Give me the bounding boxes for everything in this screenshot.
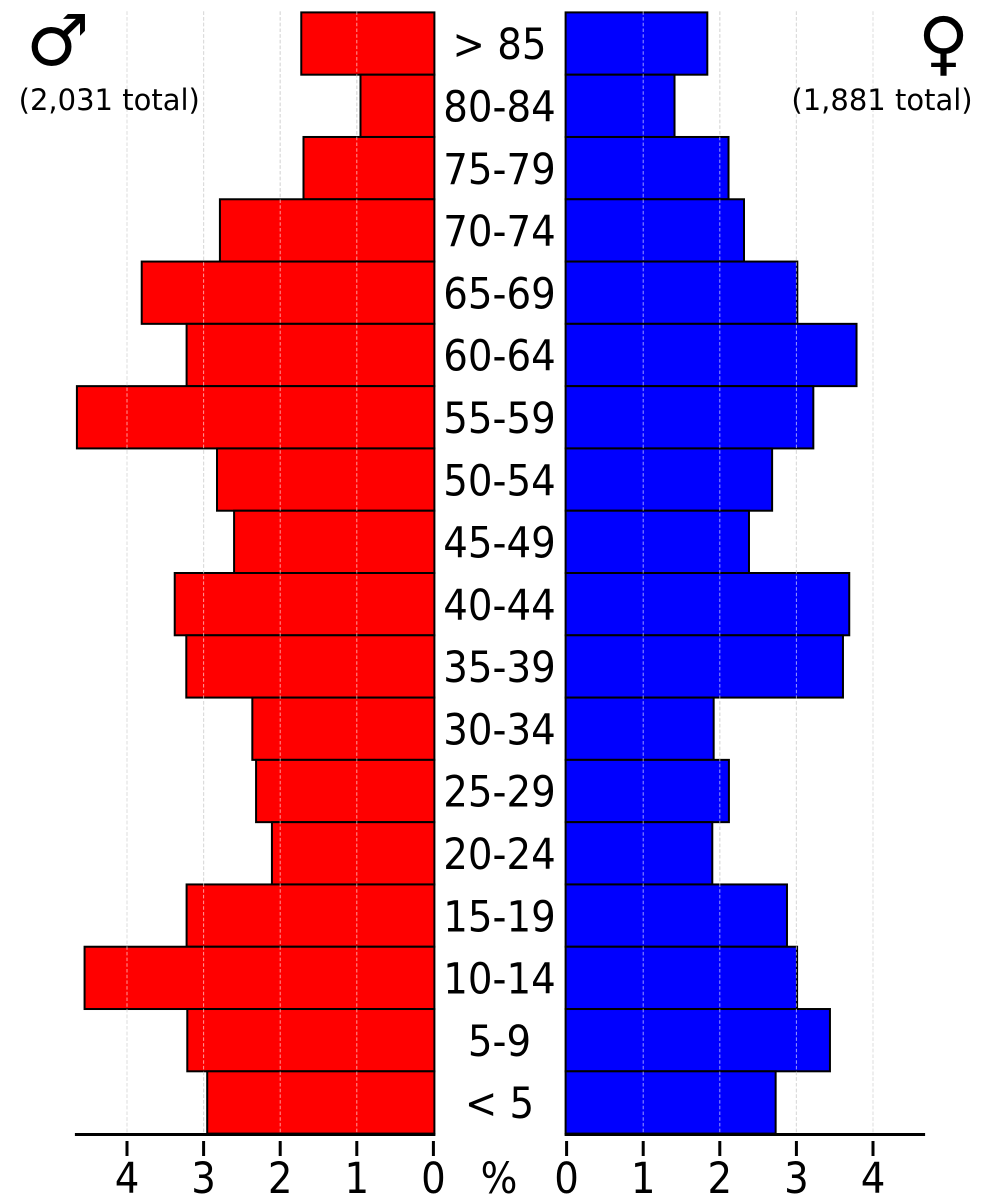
- x-tick-label-left-1: 1: [344, 1154, 369, 1200]
- age-label-50-54: 50-54: [443, 456, 555, 506]
- x-tick-label-left-2: 2: [268, 1154, 293, 1200]
- bars-male: [75, 11, 436, 1135]
- bar-male-75-79: [302, 135, 436, 201]
- bar-female-55-59: [564, 385, 815, 450]
- age-label-80-84: 80-84: [443, 83, 555, 133]
- age-label-35-39: 35-39: [443, 643, 555, 693]
- bar-female-10-14: [564, 945, 799, 1011]
- bar-male-45-49: [233, 509, 436, 575]
- bar-female-5-9: [564, 1008, 831, 1073]
- bar-male-60-64: [185, 322, 436, 388]
- male-total-label: (2,031 total): [18, 82, 200, 117]
- age-label-< 5: < 5: [465, 1079, 534, 1129]
- bar-male-< 5: [206, 1070, 436, 1135]
- age-group-labels: > 85 80-84 75-79 70-74 65-69 60-64 55-59 50-54 4…: [443, 20, 555, 1129]
- age-label-60-64: 60-64: [443, 332, 555, 382]
- x-tick-label-right-0: 0: [554, 1154, 579, 1200]
- bar-female-< 5: [564, 1070, 777, 1135]
- age-label-25-29: 25-29: [443, 768, 555, 818]
- bar-male-40-44: [173, 572, 436, 637]
- male-symbol-icon: ♂: [26, 0, 90, 82]
- bar-male-80-84: [359, 73, 436, 138]
- age-label-65-69: 65-69: [443, 269, 555, 319]
- age-label-5-9: 5-9: [468, 1017, 531, 1067]
- x-axis-unit-label: %: [481, 1154, 518, 1200]
- x-tick-label-right-4: 4: [861, 1154, 886, 1200]
- bar-male-5-9: [186, 1008, 436, 1073]
- age-label-45-49: 45-49: [443, 519, 555, 569]
- bar-male-50-54: [216, 447, 436, 512]
- age-label-75-79: 75-79: [443, 145, 555, 195]
- female-symbol-icon: ♀: [917, 1, 970, 84]
- gridlines-over: [126, 11, 874, 1133]
- x-tick-label-left-3: 3: [191, 1154, 216, 1200]
- bar-male-35-39: [185, 634, 436, 699]
- age-label-55-59: 55-59: [443, 394, 555, 444]
- bar-female-15-19: [564, 883, 788, 948]
- age-label-40-44: 40-44: [443, 581, 555, 631]
- bar-male-70-74: [218, 198, 436, 263]
- bar-male-55-59: [75, 385, 436, 450]
- bar-male-20-24: [270, 821, 436, 886]
- x-tick-label-left-4: 4: [115, 1154, 140, 1200]
- bar-female-25-29: [564, 758, 730, 824]
- bar-female-65-69: [564, 260, 799, 325]
- age-label-20-24: 20-24: [443, 830, 555, 880]
- bar-male-25-29: [255, 758, 436, 824]
- x-tick-label-right-2: 2: [707, 1154, 732, 1200]
- bars-female: [564, 11, 858, 1135]
- bar-female-50-54: [564, 447, 774, 512]
- x-axis: [74, 1133, 926, 1156]
- age-label-> 85: > 85: [453, 20, 547, 70]
- age-label-30-34: 30-34: [443, 705, 555, 755]
- bar-female-30-34: [564, 696, 715, 761]
- bar-female-80-84: [564, 73, 676, 138]
- bar-male-10-14: [83, 945, 436, 1011]
- bar-female-60-64: [564, 322, 858, 388]
- female-total-label: (1,881 total): [791, 82, 973, 117]
- bar-female-> 85: [564, 11, 709, 76]
- bar-male-65-69: [140, 260, 436, 325]
- bar-male-30-34: [251, 696, 436, 761]
- age-label-15-19: 15-19: [443, 892, 555, 942]
- bar-female-35-39: [564, 634, 844, 699]
- x-tick-labels: 0 0 1 1 2 2 3 3 4 4%: [115, 1154, 886, 1200]
- bar-female-40-44: [564, 572, 851, 637]
- bar-female-70-74: [564, 198, 746, 263]
- bar-male-> 85: [300, 11, 436, 76]
- age-label-10-14: 10-14: [443, 955, 555, 1005]
- bar-male-15-19: [185, 883, 436, 948]
- x-tick-label-right-3: 3: [784, 1154, 809, 1200]
- x-tick-label-left-0: 0: [421, 1154, 446, 1200]
- bar-female-45-49: [564, 509, 750, 575]
- age-label-70-74: 70-74: [443, 207, 555, 257]
- bar-female-20-24: [564, 821, 714, 886]
- bar-female-75-79: [564, 135, 730, 201]
- x-tick-label-right-1: 1: [631, 1154, 656, 1200]
